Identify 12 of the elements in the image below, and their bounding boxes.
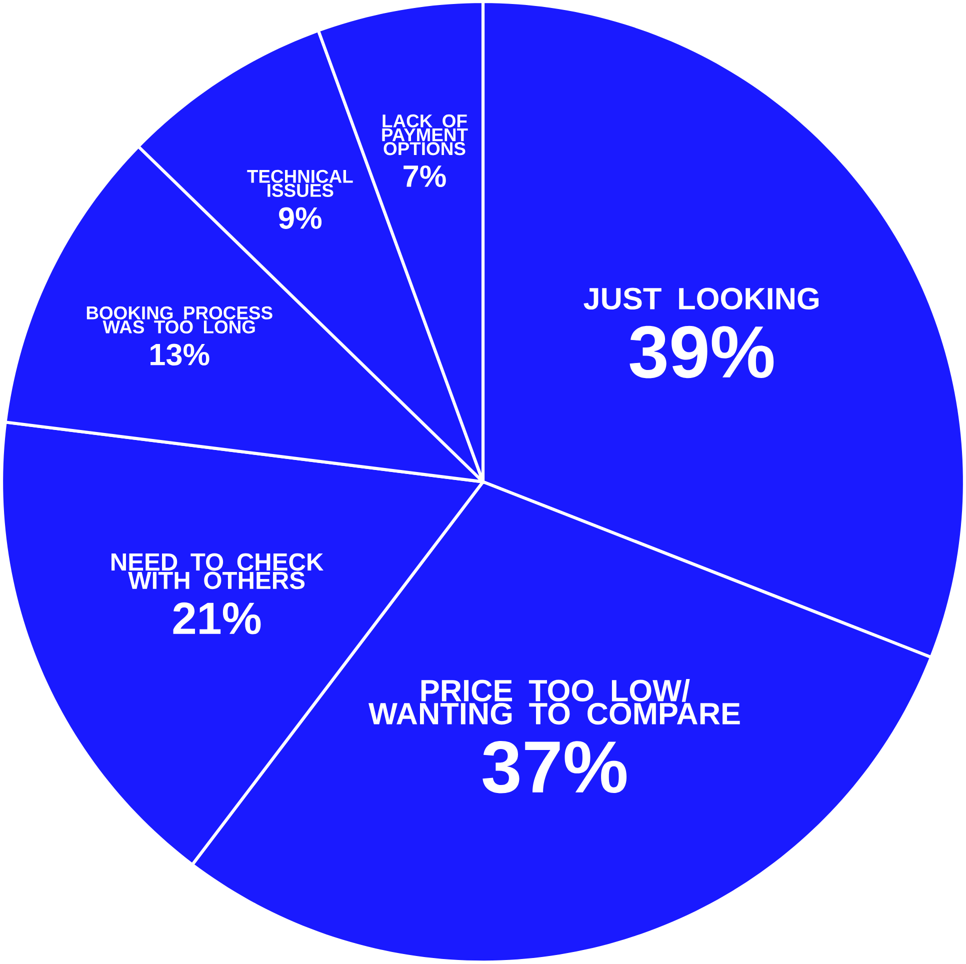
slice-label: LACK OF PAYMENT OPTIONS: [382, 114, 468, 156]
slice-label: PRICE TOO LOW/ WANTING TO COMPARE: [368, 679, 740, 725]
data-label: 9%: [279, 207, 322, 230]
data-label: 37%: [482, 741, 627, 794]
data-label: 7%: [404, 166, 446, 188]
data-label: 39%: [630, 326, 774, 378]
data-label: 21%: [173, 602, 261, 634]
data-label: 13%: [150, 344, 210, 366]
slice-label: JUST LOOKING: [584, 288, 818, 310]
slice-label: NEED TO CHECK WITH OTHERS: [112, 553, 324, 590]
slice-label: BOOKING PROCESS WAS TOO LONG: [86, 306, 272, 334]
slice-label: TECHNICAL ISSUES: [247, 170, 353, 198]
